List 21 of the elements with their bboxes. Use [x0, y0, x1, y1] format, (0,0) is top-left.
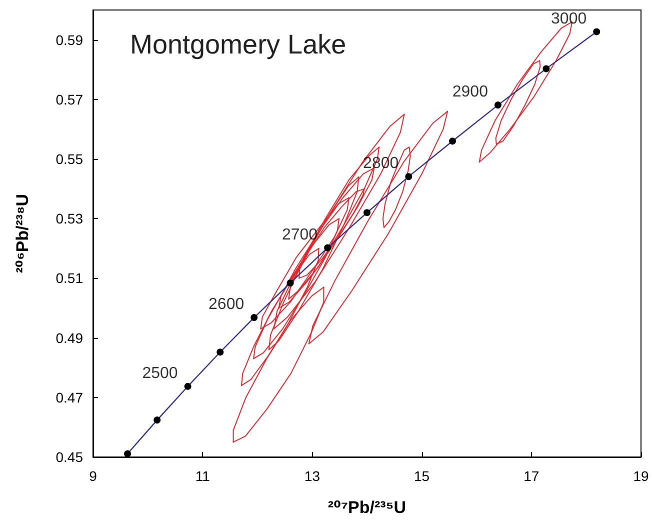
x-tick-label: 13 — [304, 468, 320, 484]
y-tick-label: 0.55 — [56, 151, 84, 167]
x-tick-label: 15 — [414, 468, 430, 484]
x-tick-label: 11 — [195, 468, 210, 484]
y-tick-label: 0.53 — [56, 210, 84, 227]
y-tick-label: 0.57 — [56, 91, 84, 108]
annotation: 2500 — [142, 364, 178, 382]
annotation: 3000 — [551, 10, 587, 28]
annotation: 2600 — [208, 296, 244, 314]
y-tick-label: 0.47 — [56, 389, 84, 406]
y-tick-label: 0.49 — [56, 330, 84, 346]
y-tick-label: 0.59 — [56, 32, 84, 48]
y-tick-label: 0.51 — [56, 270, 84, 286]
annotation: 2900 — [452, 84, 488, 101]
text: Montgomery Lake — [130, 30, 346, 60]
x-tick-label: 9 — [89, 468, 98, 484]
x-axis-title: ²⁰⁷Pb/²³⁵U — [328, 498, 406, 517]
x-tick-label: 17 — [524, 468, 540, 484]
y-tick-label: 0.45 — [56, 449, 84, 465]
y-axis-title: ²⁰⁶Pb/²³⁸U — [13, 194, 32, 274]
x-tick-label: 19 — [633, 468, 649, 484]
